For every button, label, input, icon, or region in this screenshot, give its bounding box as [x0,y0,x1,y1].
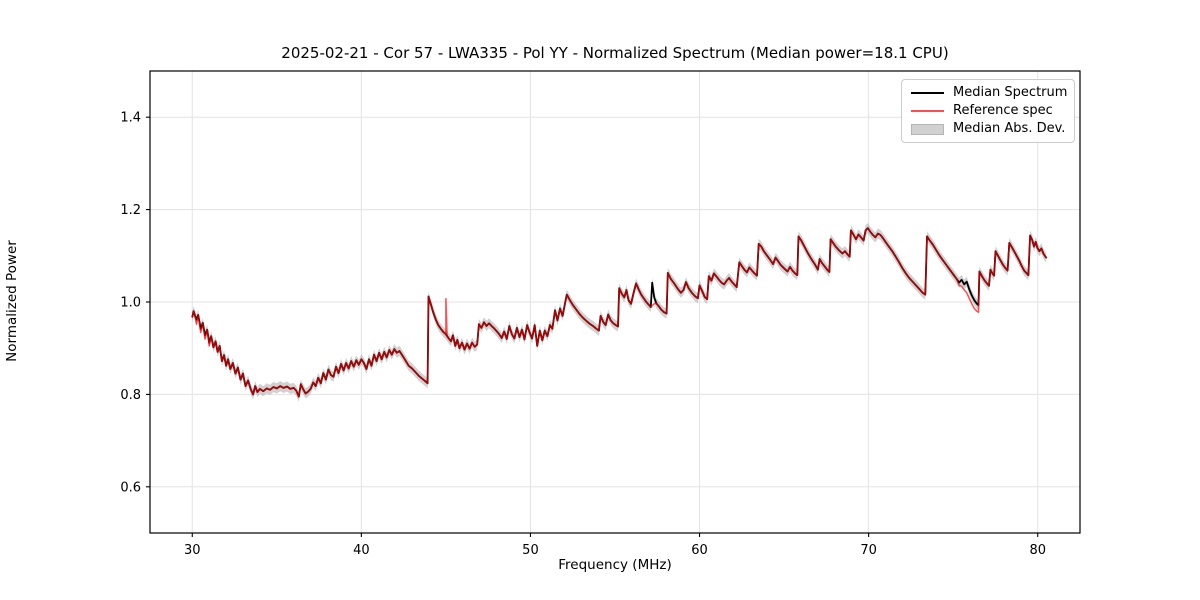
legend-item-reference: Reference spec [911,103,1065,119]
x-axis-label: Frequency (MHz) [558,557,672,573]
x-tick-label: 70 [860,543,877,558]
y-tick-label: 1.4 [120,111,141,126]
legend-item-median: Median Spectrum [911,85,1068,101]
x-tick-label: 60 [691,543,708,558]
y-axis-label: Normalized Power [4,240,20,362]
legend-label-mad: Median Abs. Dev. [953,121,1066,136]
y-tick-label: 1.0 [120,296,141,311]
reference-spec-line [191,227,1047,398]
y-tick-label: 0.6 [120,480,141,495]
median-spectrum-line [191,227,1048,398]
legend-item-mad: Median Abs. Dev. [911,121,1065,137]
legend: Median Spectrum Reference spec Median Ab… [901,79,1075,143]
chart-title: 2025-02-21 - Cor 57 - LWA335 - Pol YY - … [281,44,949,62]
legend-label-reference: Reference spec [953,103,1053,118]
y-tick-label: 1.2 [120,203,141,218]
x-tick-label: 40 [353,543,370,558]
y-tick-label: 0.8 [120,388,141,403]
x-tick-label: 30 [184,543,201,558]
mad-band [192,223,1047,402]
x-tick-label: 50 [522,543,539,558]
x-tick-label: 80 [1029,543,1046,558]
median-line-swatch-icon [911,92,944,94]
mad-band-swatch-icon [911,123,944,135]
legend-label-median: Median Spectrum [953,85,1068,100]
reference-line-swatch-icon [911,110,944,112]
